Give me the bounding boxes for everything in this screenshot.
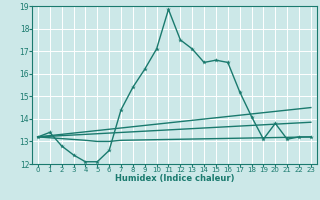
X-axis label: Humidex (Indice chaleur): Humidex (Indice chaleur) xyxy=(115,174,234,183)
